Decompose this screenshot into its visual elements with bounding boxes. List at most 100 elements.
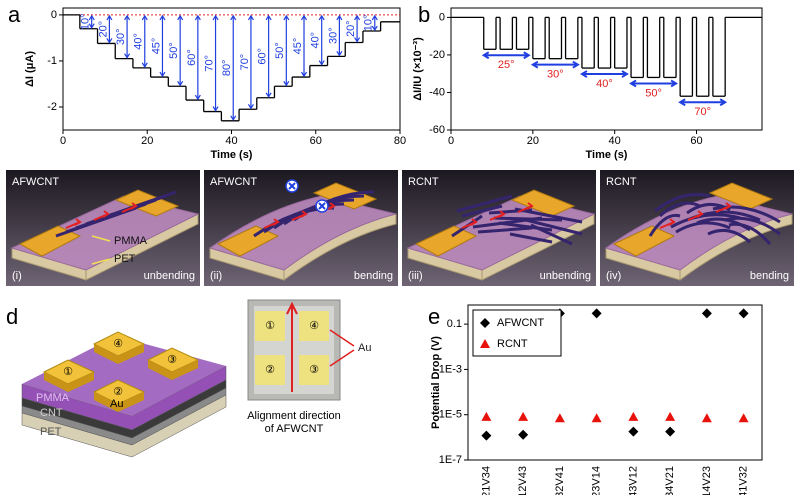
range-label: 30°	[547, 69, 564, 81]
marker	[518, 411, 529, 421]
range-label: 70°	[694, 106, 711, 118]
panel-label: a	[8, 2, 21, 27]
marker	[481, 411, 492, 421]
range-label: 50°	[645, 87, 662, 99]
marker	[591, 413, 602, 423]
nanotube	[675, 221, 731, 234]
arrow-head	[247, 14, 254, 110]
x-tick-label: I14V23	[701, 466, 713, 495]
current-arrow	[65, 218, 82, 229]
arrow-head	[124, 14, 131, 59]
y-tick-label: -20	[429, 49, 445, 61]
y-axis-title: Potential Drop (V)	[430, 336, 442, 429]
arrow-head	[159, 14, 166, 78]
layer-pointer	[91, 235, 111, 265]
legend: AFWCNT RCNT	[472, 309, 562, 357]
arrow-head	[194, 14, 201, 101]
nanotube	[477, 226, 533, 234]
x-tick-label: 40	[225, 135, 237, 147]
angle-label: 10°	[363, 15, 375, 32]
y-tick-label: -2	[47, 101, 57, 113]
angle-label: 80°	[221, 60, 233, 77]
current-arrow	[461, 218, 478, 229]
angle-label: 70°	[203, 55, 215, 72]
electrode	[510, 189, 576, 217]
range-label: 25°	[498, 59, 515, 71]
photo-pad	[299, 311, 329, 341]
pad-number: ②	[113, 385, 123, 398]
nanotube	[648, 213, 681, 237]
current-arrow	[489, 210, 506, 221]
current-arrow	[93, 210, 110, 221]
cell-state: bending	[354, 270, 393, 282]
marker	[480, 318, 490, 328]
angle-label: 50°	[168, 42, 180, 59]
nanotube	[498, 221, 553, 232]
legend-label: AFWCNT	[497, 317, 544, 329]
marker	[738, 413, 749, 423]
photo-pad-number: ①	[265, 319, 275, 332]
angle-label: 50°	[274, 42, 286, 59]
cell-index: (iv)	[606, 270, 621, 282]
arrow-head	[678, 98, 728, 107]
nanotube	[696, 217, 751, 232]
cell-material: AFWCNT	[210, 176, 257, 188]
device-layer	[21, 394, 227, 458]
electrode	[216, 225, 280, 257]
photo-label: Au	[358, 342, 371, 354]
legend-box	[472, 309, 562, 357]
y-axis-title: ΔI/IU (×10⁻³)	[412, 37, 424, 101]
panel-label: d	[6, 304, 18, 329]
angle-label: 30°	[327, 27, 339, 44]
marker	[628, 411, 639, 421]
alignment-arrow	[286, 301, 298, 392]
arrow-head	[88, 14, 95, 29]
x-tick-label: I41V32	[738, 466, 750, 495]
y-tick-label: 0	[51, 9, 57, 21]
marker	[701, 413, 712, 423]
arrow-head	[283, 14, 290, 87]
pad-material: Au	[110, 398, 123, 410]
arrow-head	[230, 14, 237, 121]
y-tick-label: 1E-5	[439, 409, 462, 421]
plot-frame	[450, 7, 763, 131]
arrow-head	[177, 14, 184, 87]
x-tick-label: 0	[60, 135, 66, 147]
y-tick-label: -60	[429, 124, 445, 136]
photo-pad-number: ②	[265, 363, 275, 376]
nanotube	[461, 204, 503, 218]
photo-pad	[255, 311, 285, 341]
electrode	[708, 182, 774, 210]
arrow-head	[318, 14, 325, 66]
layer-label: PMMA	[114, 235, 148, 247]
cell-index: (ii)	[210, 270, 222, 282]
cell-material: RCNT	[606, 176, 637, 188]
arrow-head	[336, 14, 343, 57]
x-tick-label: 20	[141, 135, 153, 147]
nanotube	[525, 218, 583, 236]
nanotube	[456, 194, 513, 213]
arrow-head	[212, 14, 219, 112]
nanotube	[658, 201, 701, 218]
x-tick-label: 0	[448, 135, 454, 147]
pad-number: ④	[113, 337, 123, 350]
photo-pad-number: ③	[309, 363, 319, 376]
photo-pad	[255, 355, 285, 385]
y-axis-title: ΔI (μA)	[24, 51, 36, 87]
arrow-head	[300, 14, 308, 78]
angle-label: 40°	[310, 32, 322, 49]
angle-label: 20°	[97, 21, 109, 38]
range-label: 40°	[596, 78, 613, 90]
x-tick-label: I43V12	[627, 466, 639, 495]
angle-label: 45°	[292, 38, 304, 55]
angle-label: 40°	[133, 33, 145, 50]
nanotube	[712, 205, 781, 224]
layer-label: PMMA	[36, 392, 70, 404]
photo-pad	[299, 355, 329, 385]
pad-side	[94, 344, 144, 364]
angle-label: 10°	[80, 13, 92, 30]
y-tick-label: -40	[429, 86, 445, 98]
photo-pointer	[329, 329, 355, 367]
arrow-head	[141, 14, 148, 68]
